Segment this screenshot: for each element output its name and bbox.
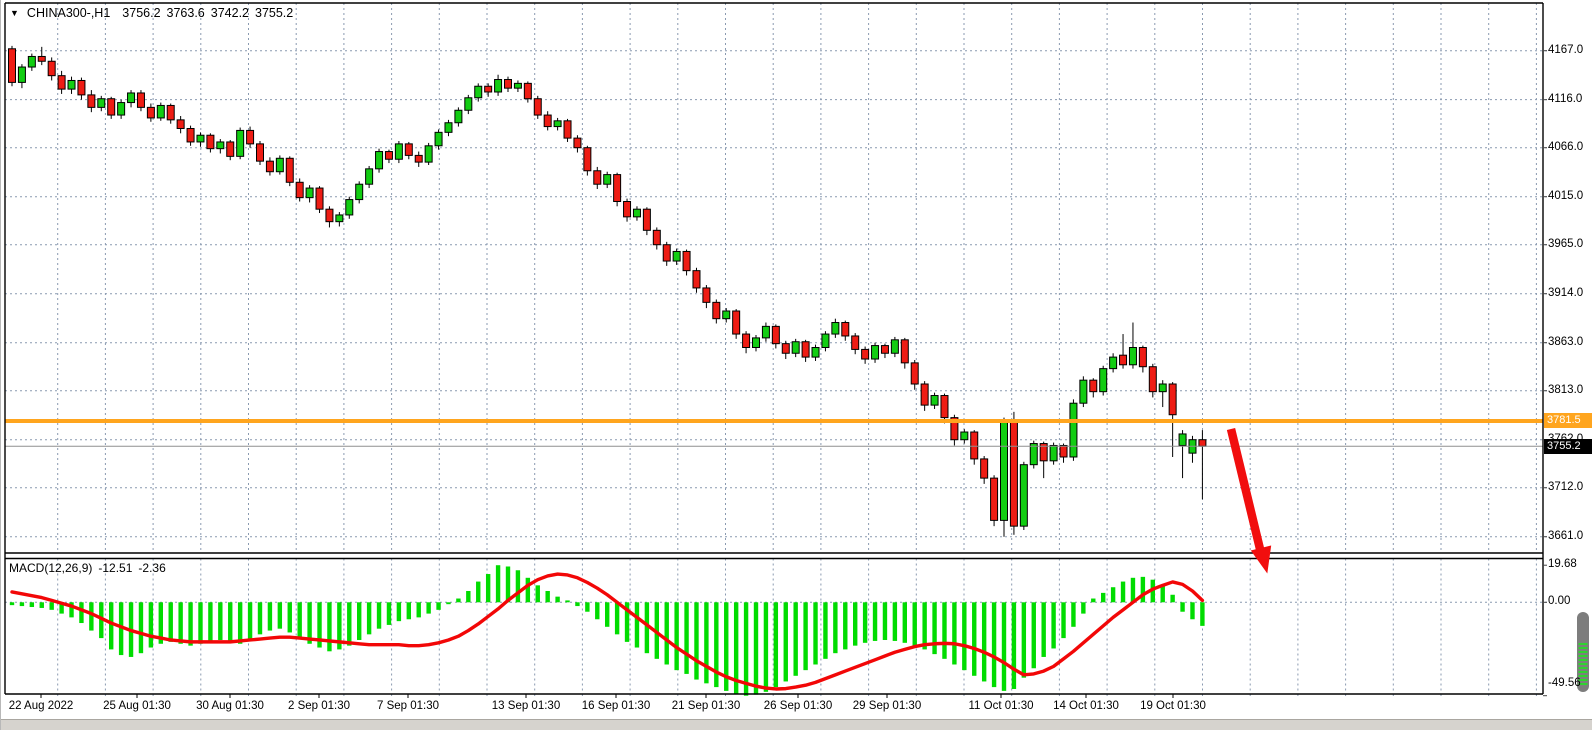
- price-axis-label: 4066.0: [1548, 140, 1584, 153]
- mini-scrollbar[interactable]: [1577, 612, 1589, 692]
- trend-arrow-annotation: [1226, 428, 1272, 574]
- macd-signal-line: [10, 572, 1205, 691]
- symbol-dropdown-icon[interactable]: ▼: [10, 8, 19, 18]
- time-axis-label: 13 Sep 01:30: [491, 700, 561, 712]
- hline-price-badge: 3781.5: [1544, 413, 1592, 429]
- macd-value: -12.51: [98, 561, 133, 575]
- time-axis-label: 21 Sep 01:30: [671, 700, 741, 712]
- quote-high: 3763.6: [166, 6, 205, 20]
- price-axis-label: 4167.0: [1548, 43, 1584, 56]
- macd-signal-value: -2.36: [138, 561, 166, 575]
- time-axis-label: 29 Sep 01:30: [852, 700, 922, 712]
- price-axis-label: 3965.0: [1548, 237, 1584, 250]
- quote-low: 3742.2: [210, 6, 249, 20]
- price-axis-label: 3712.0: [1548, 480, 1584, 493]
- time-axis-label: 25 Aug 01:30: [103, 700, 171, 712]
- price-axis-label: 3813.0: [1548, 383, 1584, 396]
- price-axis-label: 4015.0: [1548, 189, 1584, 202]
- price-axis-label: 3661.0: [1548, 529, 1584, 542]
- current-price-badge: 3755.2: [1544, 438, 1592, 454]
- time-axis-label: 2 Sep 01:30: [287, 700, 351, 712]
- panel-borders: [4, 2, 1547, 698]
- time-axis-label: 26 Sep 01:30: [763, 700, 833, 712]
- price-axis-label: 3914.0: [1548, 286, 1584, 299]
- time-axis-label: 11 Oct 01:30: [968, 700, 1034, 712]
- price-axis-label: 4116.0: [1548, 92, 1583, 105]
- quote-open: 3756.2: [122, 6, 161, 20]
- time-axis-label: 30 Aug 01:30: [196, 700, 264, 712]
- window-bottom-edge: [1, 719, 1592, 730]
- time-axis-label: 19 Oct 01:30: [1140, 700, 1206, 712]
- time-axis-label: 7 Sep 01:30: [376, 700, 440, 712]
- macd-indicator-label: MACD(12,26,9) -12.51 -2.36: [9, 561, 166, 575]
- macd-axis-label: 0.00: [1548, 595, 1571, 608]
- time-axis-label: 14 Oct 01:30: [1053, 700, 1119, 712]
- macd-histogram: [9, 565, 1205, 696]
- price-axis-label: 3863.0: [1548, 335, 1584, 348]
- time-axis-label: 22 Aug 2022: [8, 700, 74, 712]
- macd-axis-label: -49.56: [1548, 677, 1581, 689]
- chart-grid: [5, 3, 1548, 698]
- time-axis-label: 16 Sep 01:30: [581, 700, 651, 712]
- quote-close: 3755.2: [255, 6, 294, 20]
- quote-header: ▼ CHINA300-,H1 3756.2 3763.6 3742.2 3755…: [10, 6, 293, 20]
- macd-name: MACD(12,26,9): [9, 561, 93, 575]
- macd-axis-label: 19.68: [1548, 558, 1577, 571]
- symbol-period-label: CHINA300-,H1: [26, 6, 111, 20]
- candles-series: [8, 45, 1207, 537]
